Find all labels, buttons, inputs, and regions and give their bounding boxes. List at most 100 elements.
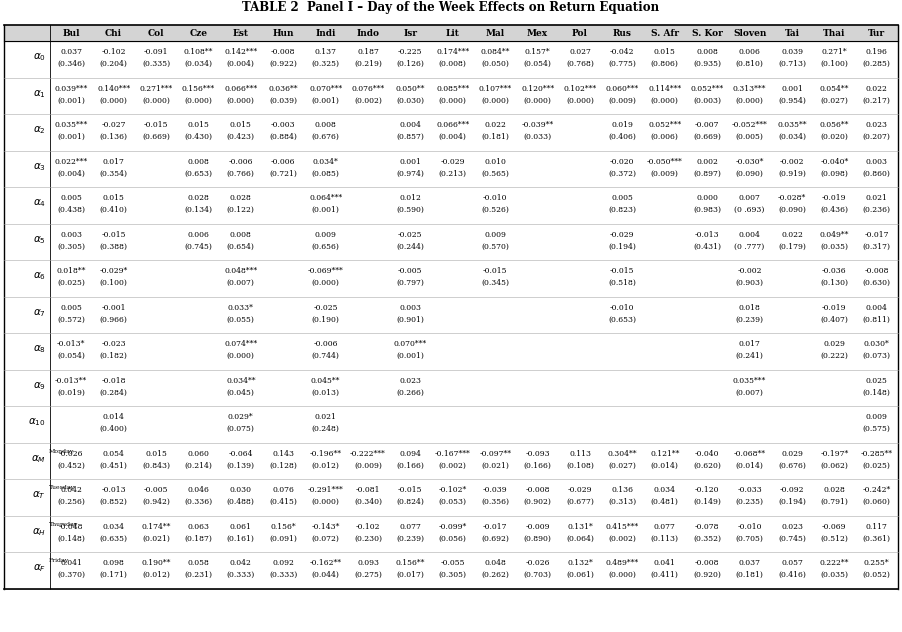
Text: (0.039): (0.039) xyxy=(269,97,297,105)
Text: 0.022***: 0.022*** xyxy=(55,158,87,166)
Text: Cze: Cze xyxy=(189,28,207,37)
Text: 0.023: 0.023 xyxy=(400,377,421,385)
Text: (0.006): (0.006) xyxy=(651,133,678,141)
Text: (0.430): (0.430) xyxy=(184,133,212,141)
Text: Col: Col xyxy=(148,28,164,37)
Text: 0.140***: 0.140*** xyxy=(97,85,130,93)
Text: (0.098): (0.098) xyxy=(821,170,849,178)
Text: (0.027): (0.027) xyxy=(609,462,636,470)
Text: -0.003: -0.003 xyxy=(271,121,296,130)
Text: -0.064: -0.064 xyxy=(228,450,253,458)
Text: (0.745): (0.745) xyxy=(778,535,806,543)
Text: (0.744): (0.744) xyxy=(312,352,339,360)
Text: 0.052***: 0.052*** xyxy=(691,85,723,93)
Text: -0.097**: -0.097** xyxy=(479,450,511,458)
Text: -0.285**: -0.285** xyxy=(861,450,893,458)
Text: Est: Est xyxy=(233,28,249,37)
Text: 0.005: 0.005 xyxy=(60,304,82,312)
Text: Pol: Pol xyxy=(572,28,588,37)
Text: (0.034): (0.034) xyxy=(184,60,212,68)
Text: (0.108): (0.108) xyxy=(566,462,594,470)
Text: -0.093: -0.093 xyxy=(525,450,550,458)
Text: (0.100): (0.100) xyxy=(821,60,849,68)
Text: -0.002: -0.002 xyxy=(737,267,762,276)
Text: (0.922): (0.922) xyxy=(270,60,297,68)
Text: 0.156***: 0.156*** xyxy=(182,85,215,93)
Text: (0.262): (0.262) xyxy=(482,571,509,580)
Text: (0.194): (0.194) xyxy=(778,498,806,506)
Text: (0.705): (0.705) xyxy=(736,535,763,543)
Text: (0.333): (0.333) xyxy=(269,571,298,580)
Text: (0.149): (0.149) xyxy=(694,498,721,506)
Text: -0.069: -0.069 xyxy=(822,523,847,531)
Text: (0.388): (0.388) xyxy=(99,243,127,251)
Text: (0.204): (0.204) xyxy=(99,60,127,68)
Text: (0.171): (0.171) xyxy=(99,571,127,580)
Text: 0.048***: 0.048*** xyxy=(225,267,257,276)
Text: 0.156*: 0.156* xyxy=(271,523,296,531)
Text: $\alpha_{2}$: $\alpha_{2}$ xyxy=(33,125,46,136)
Text: (0.190): (0.190) xyxy=(312,316,339,324)
Text: 0.174***: 0.174*** xyxy=(437,48,469,56)
Text: 0.005: 0.005 xyxy=(612,194,633,202)
Text: (0.565): (0.565) xyxy=(482,170,509,178)
Text: (0.100): (0.100) xyxy=(99,279,127,288)
Text: (0.336): (0.336) xyxy=(184,498,213,506)
Text: -0.001: -0.001 xyxy=(101,304,126,312)
Text: 0.000: 0.000 xyxy=(696,194,718,202)
Text: (0.572): (0.572) xyxy=(57,316,85,324)
Text: $\alpha_{4}$: $\alpha_{4}$ xyxy=(33,197,46,209)
Text: (0.518): (0.518) xyxy=(609,279,636,288)
Text: -0.018: -0.018 xyxy=(101,377,126,385)
Text: (0.901): (0.901) xyxy=(397,316,424,324)
Text: 0.009: 0.009 xyxy=(315,231,336,239)
Text: (0.703): (0.703) xyxy=(523,571,552,580)
Text: 0.030: 0.030 xyxy=(230,486,252,494)
Text: 0.041: 0.041 xyxy=(60,559,82,568)
Text: (0.181): (0.181) xyxy=(482,133,509,141)
Text: (0.002): (0.002) xyxy=(439,462,466,470)
Text: (0.013): (0.013) xyxy=(311,389,339,397)
Text: (0.902): (0.902) xyxy=(524,498,551,506)
Text: 0.041: 0.041 xyxy=(654,559,676,568)
Text: (0.000): (0.000) xyxy=(185,97,212,105)
Text: 0.009: 0.009 xyxy=(866,413,888,422)
Text: (0.305): (0.305) xyxy=(57,243,85,251)
Text: (0.213): (0.213) xyxy=(438,170,467,178)
Text: (0.009): (0.009) xyxy=(651,170,678,178)
Text: 0.057: 0.057 xyxy=(781,559,803,568)
Text: (0.179): (0.179) xyxy=(778,243,806,251)
Text: (0.400): (0.400) xyxy=(99,425,127,434)
Text: -0.029: -0.029 xyxy=(610,231,635,239)
Text: (0.050): (0.050) xyxy=(482,60,509,68)
Text: 0.136: 0.136 xyxy=(612,486,633,494)
Text: -0.013**: -0.013** xyxy=(55,377,87,385)
Text: (0.194): (0.194) xyxy=(609,243,636,251)
Text: Tuesday: Tuesday xyxy=(49,485,75,490)
Text: -0.040: -0.040 xyxy=(695,450,720,458)
Text: (0.019): (0.019) xyxy=(57,389,85,397)
Text: (0.000): (0.000) xyxy=(736,97,763,105)
Text: (0.004): (0.004) xyxy=(57,170,85,178)
Text: -0.039**: -0.039** xyxy=(521,121,554,130)
Text: 0.137: 0.137 xyxy=(315,48,336,56)
Text: 0.018: 0.018 xyxy=(739,304,760,312)
Text: (0.035): (0.035) xyxy=(821,571,849,580)
Text: S. Kor: S. Kor xyxy=(692,28,723,37)
Text: (0.000): (0.000) xyxy=(439,97,466,105)
Text: (0.857): (0.857) xyxy=(397,133,424,141)
Text: 0.003: 0.003 xyxy=(60,231,82,239)
Text: 0.054**: 0.054** xyxy=(820,85,849,93)
Text: 0.142***: 0.142*** xyxy=(225,48,257,56)
Text: (0.423): (0.423) xyxy=(226,133,254,141)
Text: 0.017: 0.017 xyxy=(103,158,124,166)
Text: (0.000): (0.000) xyxy=(142,97,170,105)
Text: -0.010: -0.010 xyxy=(610,304,635,312)
Text: 0.157*: 0.157* xyxy=(525,48,550,56)
Text: (0.064): (0.064) xyxy=(566,535,594,543)
Text: (0.406): (0.406) xyxy=(609,133,636,141)
Text: -0.167***: -0.167*** xyxy=(435,450,471,458)
Text: 0.415***: 0.415*** xyxy=(606,523,639,531)
Text: $\alpha_{M}$: $\alpha_{M}$ xyxy=(31,453,46,465)
Text: 0.007: 0.007 xyxy=(739,194,760,202)
